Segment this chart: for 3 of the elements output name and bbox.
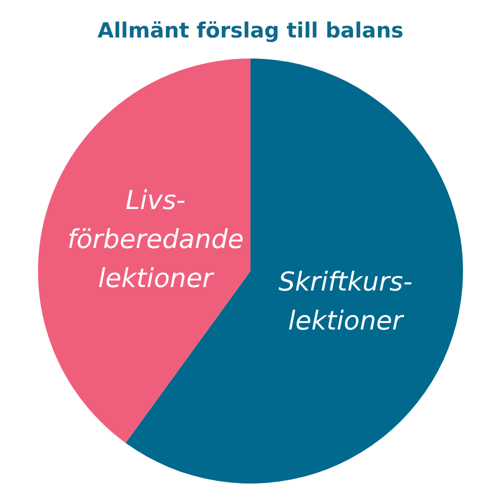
slice-label: Livs- förberedande lektioner (67, 186, 244, 294)
chart-title: Allmänt förslag till balans (97, 18, 404, 42)
slice-label: Skriftkurs- lektioner (278, 267, 412, 336)
